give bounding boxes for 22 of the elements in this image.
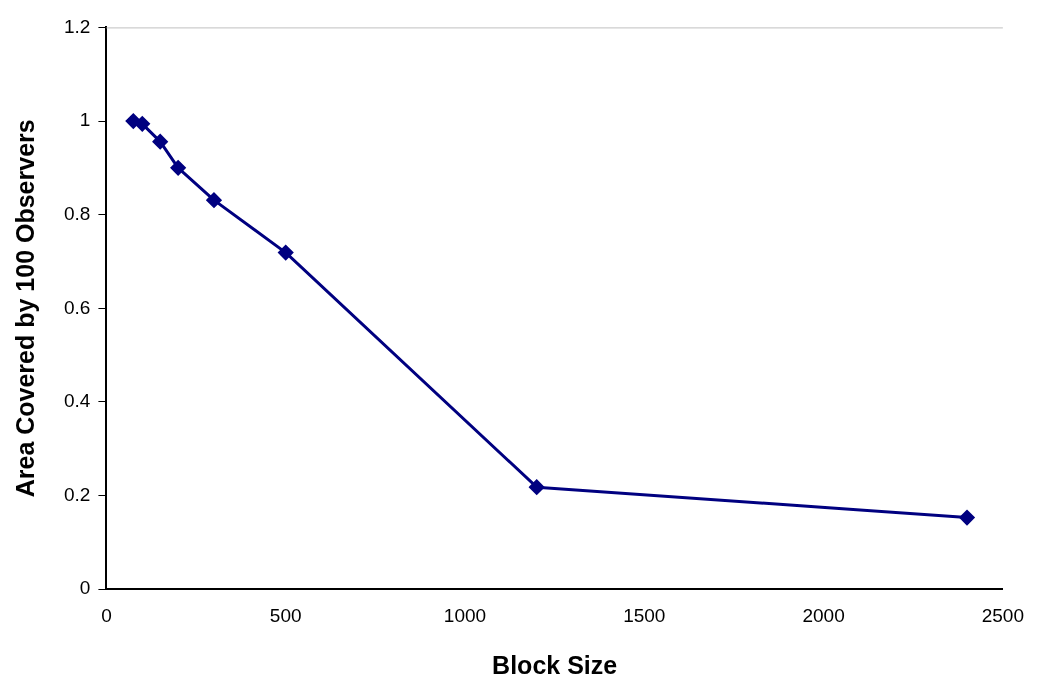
y-tick-label: 0.6 xyxy=(63,296,91,318)
point xyxy=(134,116,150,132)
point xyxy=(206,192,222,208)
y-axis-title: Area Covered by 100 Observers xyxy=(10,119,39,498)
y-tick-label: 0.8 xyxy=(63,202,91,224)
x-tick-label: 500 xyxy=(269,604,302,626)
y-tick-label: 0.2 xyxy=(63,483,91,505)
y-tick-label: 0.4 xyxy=(63,390,91,412)
x-axis-title: Block Size xyxy=(492,650,618,679)
x-tick-label: 1000 xyxy=(443,604,487,626)
point xyxy=(278,245,294,261)
point xyxy=(529,479,545,495)
point xyxy=(152,134,168,150)
y-tick-label: 0 xyxy=(79,577,91,599)
x-tick-label: 1500 xyxy=(623,604,666,626)
point xyxy=(170,160,186,176)
y-tick-label: 1.2 xyxy=(63,15,91,37)
x-tick-label: 2500 xyxy=(981,604,1025,626)
x-tick-label: 2000 xyxy=(802,604,845,626)
y-tick-label: 1 xyxy=(79,109,91,131)
point xyxy=(959,510,975,526)
x-tick-label: 0 xyxy=(101,604,112,626)
